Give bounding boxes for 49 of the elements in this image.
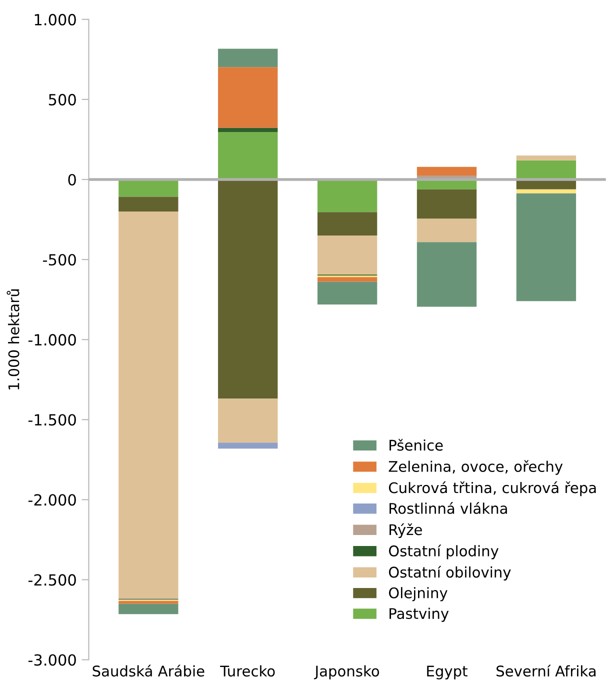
x-tick-label: Severní Afrika bbox=[496, 664, 596, 677]
y-tick-label: 500 bbox=[48, 94, 76, 106]
y-tick-label: -1.500 bbox=[28, 414, 76, 426]
bar bbox=[317, 212, 378, 236]
bar bbox=[118, 212, 178, 599]
bar bbox=[516, 155, 576, 160]
bar bbox=[218, 132, 278, 180]
legend-label: Ostatní plodiny bbox=[388, 544, 498, 560]
legend-label: Zelenina, ovoce, ořechy bbox=[388, 460, 563, 475]
bar bbox=[218, 398, 278, 443]
legend-label: Ostatní obiloviny bbox=[388, 566, 511, 581]
y-tick-label: -2.500 bbox=[28, 574, 76, 586]
bar bbox=[218, 179, 278, 399]
y-tick-label: 0 bbox=[68, 174, 76, 186]
bar bbox=[416, 218, 477, 242]
x-tick-label: Turecko bbox=[220, 665, 275, 677]
legend-label: Rýže bbox=[390, 523, 422, 538]
bar bbox=[218, 128, 278, 132]
bar bbox=[118, 196, 178, 212]
bar bbox=[416, 166, 477, 176]
bar bbox=[118, 600, 178, 604]
bar bbox=[317, 179, 378, 212]
bar bbox=[516, 189, 576, 194]
x-tick-label: Japonsko bbox=[314, 665, 380, 680]
bar bbox=[218, 67, 278, 128]
y-axis-title: 1.000 hektarů bbox=[6, 289, 20, 390]
bar bbox=[317, 282, 378, 305]
bar bbox=[118, 179, 178, 197]
bar bbox=[516, 160, 576, 180]
x-tick-label: Egypt bbox=[427, 666, 468, 680]
y-tick-label: 1.000 bbox=[34, 14, 76, 26]
y-tick-label: -1.000 bbox=[28, 334, 76, 346]
legend-label: Pšenice bbox=[390, 438, 443, 451]
legend-label: Rostlinná vlákna bbox=[390, 502, 507, 514]
bar bbox=[416, 189, 477, 219]
bar bbox=[118, 604, 178, 614]
y-tick-label: -3.000 bbox=[28, 654, 76, 666]
bar bbox=[416, 242, 477, 307]
bar bbox=[218, 442, 278, 449]
legend-label: Cukrová třtina, cukrová řepa bbox=[388, 481, 596, 496]
x-tick-label: Saudská Arábie bbox=[92, 664, 204, 677]
y-tick-label: -500 bbox=[43, 254, 76, 266]
legend-label: Pastviny bbox=[390, 608, 449, 622]
y-tick-label: -2.000 bbox=[28, 494, 76, 506]
bar bbox=[317, 236, 378, 275]
bar bbox=[218, 48, 278, 68]
bar bbox=[317, 277, 378, 282]
bar bbox=[516, 193, 576, 302]
legend-label: Olejniny bbox=[388, 587, 448, 602]
